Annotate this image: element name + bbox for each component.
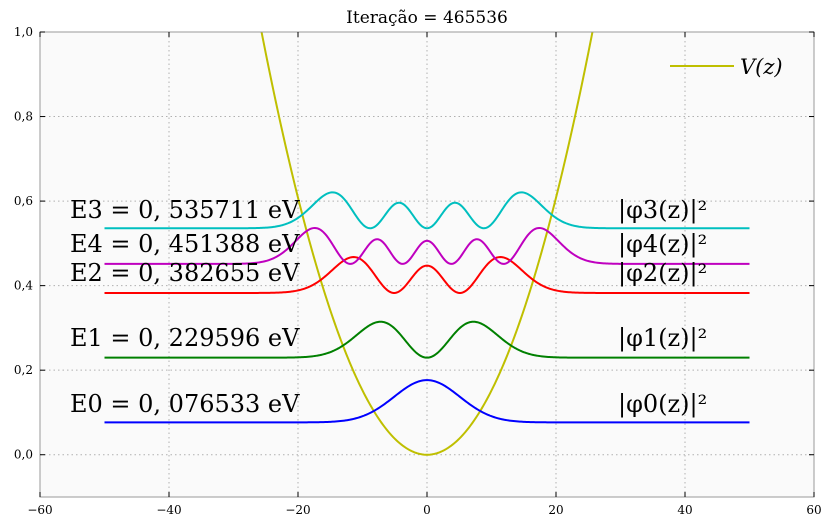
y-tick-label: 1,0 (14, 25, 33, 39)
wavefunction-label-1: |φ1(z)|² (618, 324, 707, 353)
y-tick-label: 0,8 (14, 110, 33, 124)
wavefunction-label-3: |φ3(z)|² (618, 196, 707, 225)
wavefunction-label-4: |φ4(z)|² (618, 230, 707, 259)
energy-labels: E0 = 0, 076533 eV |φ0(z)|² E1 = 0, 229596 … (70, 196, 707, 419)
x-tick-label: −20 (285, 503, 310, 517)
x-tick-label: 20 (548, 503, 563, 517)
y-tick-label: 0,2 (14, 363, 33, 377)
chart-title: Iteração = 465536 (346, 8, 508, 28)
energy-label-3: E3 = 0, 535711 eV (70, 196, 300, 224)
energy-label-4: E4 = 0, 451388 eV (70, 230, 300, 258)
y-tick-label: 0,6 (14, 194, 33, 208)
ticks: −60 −40 −20 0 20 40 60 0,0 0,2 0,4 0,6 0,8 1,0 (14, 25, 822, 517)
x-tick-label: −60 (27, 503, 52, 517)
wavefunction-curve-3 (104, 191, 750, 230)
energy-label-0: E0 = 0, 076533 eV (70, 390, 300, 418)
wavefunction-curve-4 (104, 226, 750, 265)
wavefunction-label-2: |φ2(z)|² (618, 259, 707, 288)
wavefunction-curve-1 (104, 320, 750, 359)
y-tick-label: 0,4 (14, 279, 33, 293)
wavefunction-curve-0 (104, 379, 750, 424)
curves (104, 32, 750, 456)
legend-label: V(z) (740, 55, 783, 79)
potential-curve (260, 32, 594, 456)
wavefunction-curve-2 (104, 256, 750, 294)
x-tick-label: −40 (156, 503, 181, 517)
x-tick-label: 0 (423, 503, 431, 517)
energy-label-1: E1 = 0, 229596 eV (70, 324, 300, 352)
legend: V(z) (670, 55, 783, 79)
energy-label-2: E2 = 0, 382655 eV (70, 259, 300, 287)
y-tick-label: 0,0 (14, 448, 33, 462)
wavefunction-label-0: |φ0(z)|² (618, 390, 707, 419)
x-tick-label: 40 (677, 503, 692, 517)
x-tick-label: 60 (806, 503, 821, 517)
